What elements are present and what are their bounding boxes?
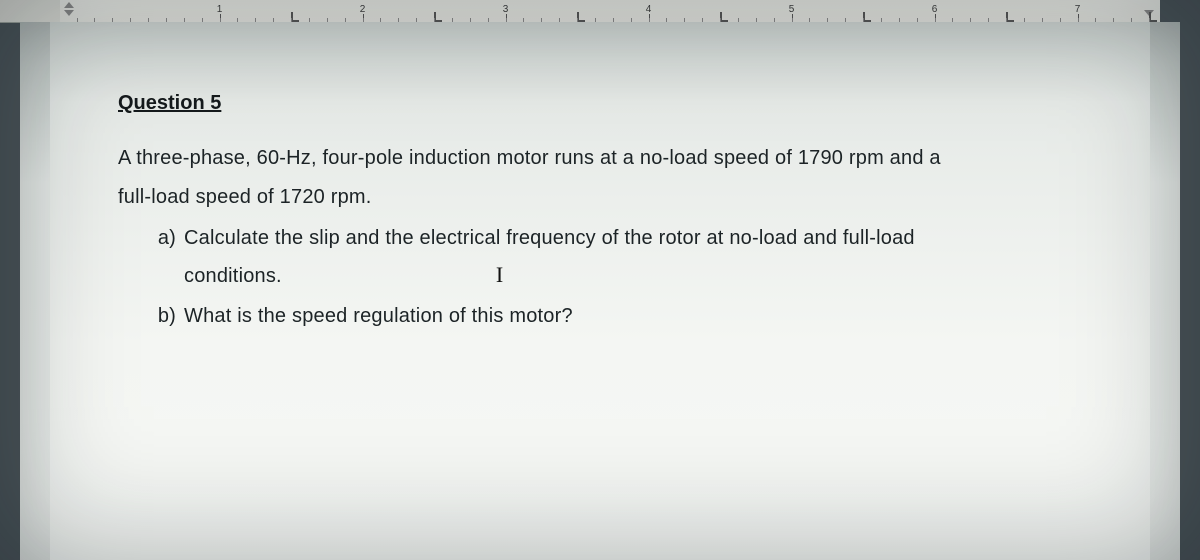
ruler-tab-stop[interactable] [720, 12, 728, 22]
intro-line-1: A three-phase, 60-Hz, four-pole inductio… [118, 141, 1090, 176]
part-a-line2: conditions. [184, 259, 282, 294]
horizontal-ruler[interactable]: 1234567 [60, 0, 1160, 23]
part-letter: a) [118, 221, 184, 256]
part-a-line1: Calculate the slip and the electrical fr… [184, 221, 1090, 256]
page-viewport: Question 5 A three-phase, 60-Hz, four-po… [20, 22, 1180, 560]
part-b: b) What is the speed regulation of this … [118, 299, 1090, 334]
text-cursor[interactable]: I [492, 256, 508, 295]
editor-frame: 1234567 Question 5 A three-phase, 60-Hz,… [0, 0, 1200, 560]
ruler-tab-stop[interactable] [1006, 12, 1014, 22]
part-letter: b) [118, 299, 184, 334]
ruler-tab-stop[interactable] [1149, 12, 1157, 22]
first-line-indent-marker[interactable] [64, 2, 74, 8]
ruler-tab-stop[interactable] [577, 12, 585, 22]
hanging-indent-marker[interactable] [64, 10, 74, 16]
part-a: a) Calculate the slip and the electrical… [118, 221, 1090, 295]
ruler-tab-stop[interactable] [863, 12, 871, 22]
ruler-corner [0, 0, 61, 23]
document-page[interactable]: Question 5 A three-phase, 60-Hz, four-po… [50, 22, 1150, 560]
part-b-text: What is the speed regulation of this mot… [184, 299, 1090, 334]
intro-line-2: full-load speed of 1720 rpm. [118, 180, 1090, 215]
question-title: Question 5 [118, 92, 1090, 115]
question-body: A three-phase, 60-Hz, four-pole inductio… [118, 141, 1090, 334]
ruler-tab-stop[interactable] [291, 12, 299, 22]
ruler-tab-stop[interactable] [434, 12, 442, 22]
question-parts: a) Calculate the slip and the electrical… [118, 221, 1090, 334]
